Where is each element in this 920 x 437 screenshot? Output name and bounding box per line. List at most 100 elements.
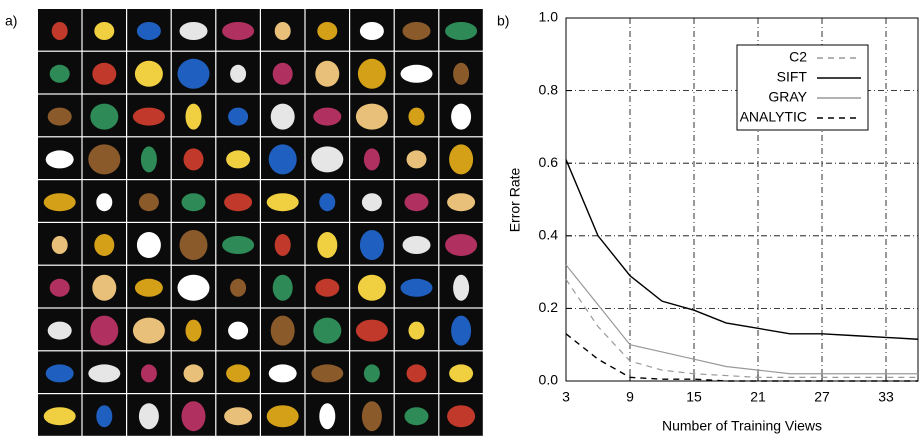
object [404, 407, 429, 426]
object [359, 22, 384, 40]
object [181, 193, 206, 212]
y-tick-label: 0.4 [539, 227, 559, 243]
object [447, 193, 476, 212]
object [179, 22, 208, 40]
object [138, 403, 159, 430]
object [355, 103, 388, 130]
x-axis-label: Number of Training Views [662, 418, 822, 434]
object [266, 405, 299, 428]
object [92, 274, 117, 301]
object [400, 278, 433, 297]
object [317, 22, 338, 40]
object [406, 150, 427, 169]
object [140, 364, 157, 383]
object [185, 103, 202, 130]
legend-label: C2 [789, 49, 807, 65]
object [136, 232, 161, 258]
object [266, 193, 299, 212]
object [90, 315, 119, 346]
object [43, 407, 76, 426]
panel-label: a) [5, 13, 17, 29]
legend-label: ANALYTIC [740, 109, 807, 125]
object [270, 315, 295, 346]
object [96, 193, 113, 212]
object [43, 193, 76, 212]
object [94, 234, 115, 256]
object [224, 193, 253, 212]
object [134, 60, 163, 87]
series-line [565, 333, 918, 382]
object [183, 364, 204, 383]
object [230, 64, 247, 83]
object [359, 230, 384, 260]
object-image-grid [37, 8, 483, 437]
object [313, 107, 342, 126]
object [138, 193, 159, 212]
object [451, 103, 472, 130]
object [270, 103, 295, 130]
object [451, 315, 472, 346]
object [445, 234, 478, 256]
object [268, 364, 297, 383]
object [355, 319, 388, 342]
object [311, 146, 344, 173]
object [268, 144, 297, 175]
x-tick-label: 9 [626, 389, 634, 405]
series-line [565, 279, 918, 378]
object [228, 107, 249, 126]
object [274, 234, 291, 256]
object [319, 193, 336, 212]
object [363, 148, 380, 171]
series-line [565, 159, 919, 340]
object [132, 107, 165, 126]
object [49, 64, 70, 83]
legend-box [736, 44, 869, 131]
object [272, 274, 293, 301]
object [230, 278, 247, 297]
object [90, 103, 119, 130]
object [449, 144, 474, 175]
object [51, 22, 68, 40]
object [177, 274, 210, 301]
x-tick-label: 27 [814, 389, 830, 405]
object [400, 64, 433, 83]
object [51, 236, 68, 254]
object [445, 22, 478, 40]
x-tick-label: 3 [562, 389, 570, 405]
object [132, 317, 165, 344]
panel-label: b) [497, 13, 509, 29]
object [449, 364, 474, 383]
object [47, 321, 72, 340]
object [404, 193, 429, 212]
object [45, 150, 74, 169]
object [140, 146, 157, 173]
object [222, 236, 255, 254]
y-tick-label: 1.0 [539, 9, 559, 25]
object [357, 58, 386, 89]
object [181, 401, 206, 432]
object [136, 22, 161, 40]
object [408, 107, 425, 126]
object [313, 317, 342, 344]
object [45, 364, 74, 383]
object [272, 62, 293, 85]
object [447, 405, 476, 428]
object [408, 321, 425, 340]
object [88, 144, 121, 175]
object [315, 278, 340, 297]
object [453, 62, 470, 85]
object [357, 274, 386, 301]
object [402, 236, 431, 254]
object [222, 22, 255, 40]
object [406, 364, 427, 383]
object [179, 230, 208, 260]
object [361, 401, 382, 432]
object [226, 364, 251, 383]
object [274, 22, 291, 40]
x-tick-label: 15 [686, 389, 702, 405]
y-tick-label: 0.0 [539, 372, 559, 388]
object [96, 405, 113, 428]
object [228, 321, 249, 340]
object [224, 407, 253, 426]
x-tick-label: 21 [750, 389, 766, 405]
